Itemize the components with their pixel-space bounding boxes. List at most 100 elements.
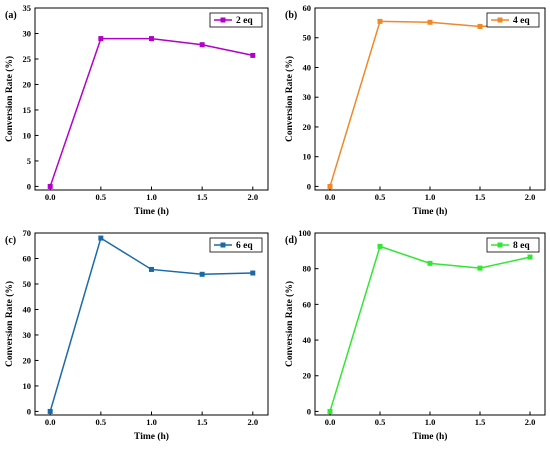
y-tick-label: 20 [23, 355, 32, 365]
x-axis-title: Time (h) [134, 431, 169, 442]
y-tick-label: 0 [307, 181, 311, 191]
x-axis-title: Time (h) [413, 431, 448, 442]
y-tick-label: 0 [27, 181, 31, 191]
legend-label: 2 eq [236, 16, 253, 26]
y-tick-label: 60 [303, 299, 312, 309]
y-tick-label: 40 [23, 304, 32, 314]
y-tick-label: 40 [303, 62, 312, 72]
data-point [527, 254, 533, 260]
legend-box [209, 237, 263, 253]
data-point [477, 23, 483, 29]
series-line [329, 20, 531, 187]
y-tick-label: 10 [23, 130, 32, 140]
data-point [327, 183, 333, 189]
y-tick-label: 30 [303, 92, 312, 102]
legend-marker [497, 242, 503, 248]
y-axis-title: Conversion Rate (%) [4, 281, 15, 367]
y-tick-label: 0 [307, 406, 311, 416]
x-tick-label: 2.0 [247, 417, 258, 427]
x-tick-label: 0.5 [375, 417, 386, 427]
legend-marker [220, 17, 226, 23]
y-tick-label: 30 [23, 330, 32, 340]
legend: 4 eq [486, 12, 540, 28]
x-tick-label: 0.0 [45, 417, 56, 427]
y-tick-label: 60 [23, 253, 32, 263]
data-point [250, 270, 256, 276]
y-tick-label: 50 [303, 33, 312, 43]
data-point [377, 18, 383, 24]
x-tick-label: 1.5 [197, 192, 208, 202]
y-tick-label: 25 [23, 54, 32, 64]
x-tick-label: 0.5 [96, 417, 107, 427]
data-point [149, 36, 154, 42]
y-axis-title: Conversion Rate (%) [284, 56, 295, 142]
y-tick-label: 35 [23, 3, 32, 13]
y-tick-label: 20 [303, 122, 312, 132]
y-tick-label: 70 [23, 228, 32, 238]
chart-panel-2: 0.0 0.5 1.0 1.5 2.0 0 10 20 30 40 50 60 Time (h) Conv… [284, 3, 546, 217]
data-point [47, 183, 53, 189]
x-tick-label: 0.0 [325, 417, 336, 427]
legend-label: 6 eq [236, 241, 253, 251]
plot-frame [34, 232, 269, 416]
y-tick-label: 10 [303, 152, 312, 162]
chart-panel-3: 0.0 0.5 1.0 1.5 2.0 0 10 20 30 40 50 60 70 Time (h) Co… [4, 228, 269, 442]
x-axis-title: Time (h) [134, 206, 169, 217]
plot-frame [314, 7, 546, 191]
data-point [377, 243, 383, 249]
x-tick-label: 1.0 [425, 417, 436, 427]
x-tick-label: 2.0 [525, 192, 536, 202]
chart-panel-4: 0.0 0.5 1.0 1.5 2.0 0 20 40 60 80 100 Time (h) Conve… [284, 228, 546, 442]
legend: 8 eq [486, 237, 540, 253]
y-tick-label: 20 [23, 79, 32, 89]
y-tick-label: 15 [23, 105, 32, 115]
x-tick-label: 1.0 [146, 417, 157, 427]
y-tick-label: 0 [27, 406, 31, 416]
data-point [327, 408, 333, 414]
y-tick-label: 5 [27, 156, 31, 166]
data-point [98, 235, 104, 241]
legend: 6 eq [209, 237, 263, 253]
data-point [98, 36, 104, 42]
x-tick-label: 0.0 [45, 192, 56, 202]
legend-box [209, 12, 263, 28]
data-point [199, 271, 205, 277]
data-point [427, 260, 433, 266]
series-line [329, 245, 531, 412]
panel-label: (a) [5, 10, 17, 21]
plot-frame [314, 232, 546, 416]
y-tick-label: 80 [303, 264, 312, 274]
x-tick-label: 0.5 [96, 192, 107, 202]
series-line [49, 236, 253, 412]
panel-label: (b) [285, 10, 297, 21]
legend: 2 eq [209, 12, 263, 28]
y-axis-title: Conversion Rate (%) [284, 281, 295, 367]
chart-panel-1: 0.0 0.5 1.0 1.5 2.0 0 5 10 15 20 25 30 35 Time (h) Con… [4, 3, 269, 217]
y-tick-label: 100 [298, 228, 311, 238]
panel-label: (c) [5, 235, 16, 246]
legend-marker [220, 242, 226, 248]
plot-frame [34, 7, 269, 191]
data-point [199, 42, 205, 48]
y-axis-title: Conversion Rate (%) [4, 56, 15, 142]
legend-box [486, 237, 540, 253]
x-tick-label: 1.5 [475, 192, 486, 202]
series-line [49, 37, 253, 187]
x-tick-label: 1.5 [197, 417, 208, 427]
panel-label: (d) [285, 235, 297, 246]
legend-marker [497, 17, 503, 23]
legend-label: 4 eq [513, 16, 530, 26]
y-tick-label: 40 [303, 335, 312, 345]
legend-label: 8 eq [513, 241, 530, 251]
data-point [427, 19, 433, 25]
data-point [47, 408, 53, 414]
y-tick-label: 50 [23, 279, 32, 289]
x-tick-label: 1.5 [475, 417, 486, 427]
x-tick-label: 1.0 [425, 192, 436, 202]
data-point [250, 52, 256, 58]
data-point [477, 265, 483, 271]
x-tick-label: 1.0 [146, 192, 157, 202]
legend-box [486, 12, 540, 28]
y-tick-label: 10 [23, 381, 32, 391]
